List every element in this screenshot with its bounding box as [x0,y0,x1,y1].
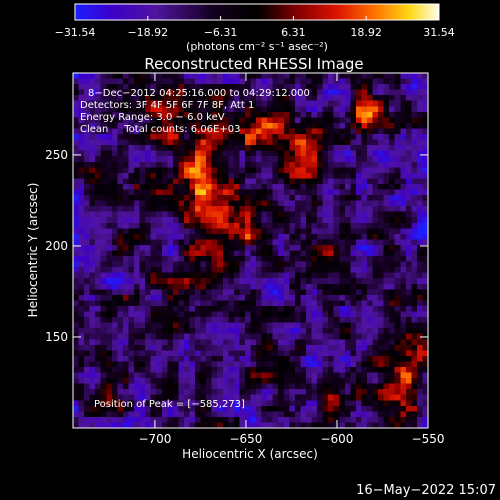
colorbar-frame [74,3,440,21]
x-axis-label: Heliocentric X (arcsec) [182,447,318,461]
annotation-energy: Energy Range: 3.0 − 6.0 keV [80,112,225,123]
colorbar-gradient [75,4,439,20]
annotation-clean: Clean Total counts: 6.06E+03 [80,124,240,135]
colorbar-ticks: −31.54 −18.92 −6.31 6.31 18.92 31.54 [55,16,455,39]
x-axis-ticks: −700 −650 −600 −550 [138,73,444,446]
peak-position-label: Position of Peak = [−585,273] [94,399,245,410]
heatmap-image [73,73,428,428]
annotation-detectors: Detectors: 3F 4F 5F 6F 7F 8F, Att 1 [80,100,254,111]
x-tick-label: −700 [138,432,171,446]
colorbar: −31.54 −18.92 −6.31 6.31 18.92 31.54 (photons… [55,3,455,53]
colorbar-tick-label: 31.54 [423,26,455,39]
colorbar-tick-label: 18.92 [350,26,382,39]
y-tick-label: 150 [45,330,68,344]
colorbar-unit-label: (photons cm⁻² s⁻¹ asec⁻²) [186,40,328,53]
chart-title: Reconstructed RHESSI Image [144,55,363,73]
x-tick-label: −550 [412,432,445,446]
plot-frame [72,72,429,429]
colorbar-tick-label: 6.31 [281,26,306,39]
x-tick-label: −600 [320,432,353,446]
y-axis-ticks: 150 200 250 [45,148,428,344]
y-axis-label: Heliocentric Y (arcsec) [26,183,40,318]
x-tick-label: −650 [229,432,262,446]
y-tick-label: 200 [45,239,68,253]
annotation-block: 8−Dec−2012 04:25:16.000 to 04:29:12.000 … [80,88,310,135]
plot-area: −700 −650 −600 −550 150 200 250 8−Dec−2012 04… [45,72,444,446]
colorbar-tick-label: −6.31 [204,26,238,39]
y-tick-label: 250 [45,148,68,162]
footer-timestamp: 16−May−2022 15:07 [356,483,496,498]
annotation-time: 8−Dec−2012 04:25:16.000 to 04:29:12.000 [88,88,310,99]
colorbar-tick-label: −31.54 [55,26,96,39]
colorbar-tick-label: −18.92 [127,26,168,39]
